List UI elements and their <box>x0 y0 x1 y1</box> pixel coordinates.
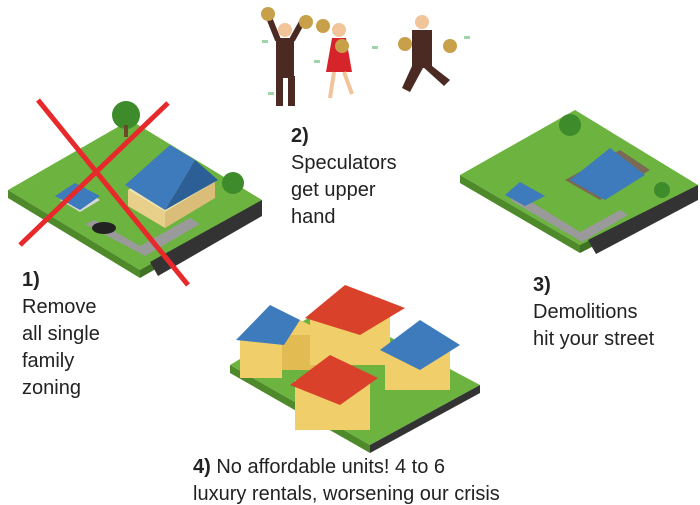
step-number: 4) <box>193 456 211 478</box>
step-line: No affordable units! 4 to 6 <box>216 456 445 478</box>
step-line: Demolitions <box>533 299 654 326</box>
step-line: hand <box>291 204 397 231</box>
step-line: get upper <box>291 177 397 204</box>
step-number: 1) <box>22 267 100 294</box>
plot-demolished <box>460 110 698 254</box>
step-3: 3) Demolitions hit your street <box>533 272 654 353</box>
page: 1) Remove all single family zoning 2) Sp… <box>0 0 700 505</box>
step-line: luxury rentals, worsening our crisis <box>193 481 500 505</box>
step-number: 2) <box>291 123 397 150</box>
step-line: Remove <box>22 294 100 321</box>
step-4: 4) No affordable units! 4 to 6 luxury re… <box>193 454 500 505</box>
step-line: Speculators <box>291 150 397 177</box>
step-line: zoning <box>22 375 100 402</box>
plot-luxury-rentals <box>230 285 480 453</box>
plot-single-family <box>8 100 262 285</box>
step-line: hit your street <box>533 326 654 353</box>
step-line: family <box>22 348 100 375</box>
step-line: all single <box>22 321 100 348</box>
illustrations <box>0 0 700 505</box>
step-number: 3) <box>533 272 654 299</box>
speculators <box>261 7 470 106</box>
step-2: 2) Speculators get upper hand <box>291 123 397 231</box>
step-1: 1) Remove all single family zoning <box>22 267 100 402</box>
